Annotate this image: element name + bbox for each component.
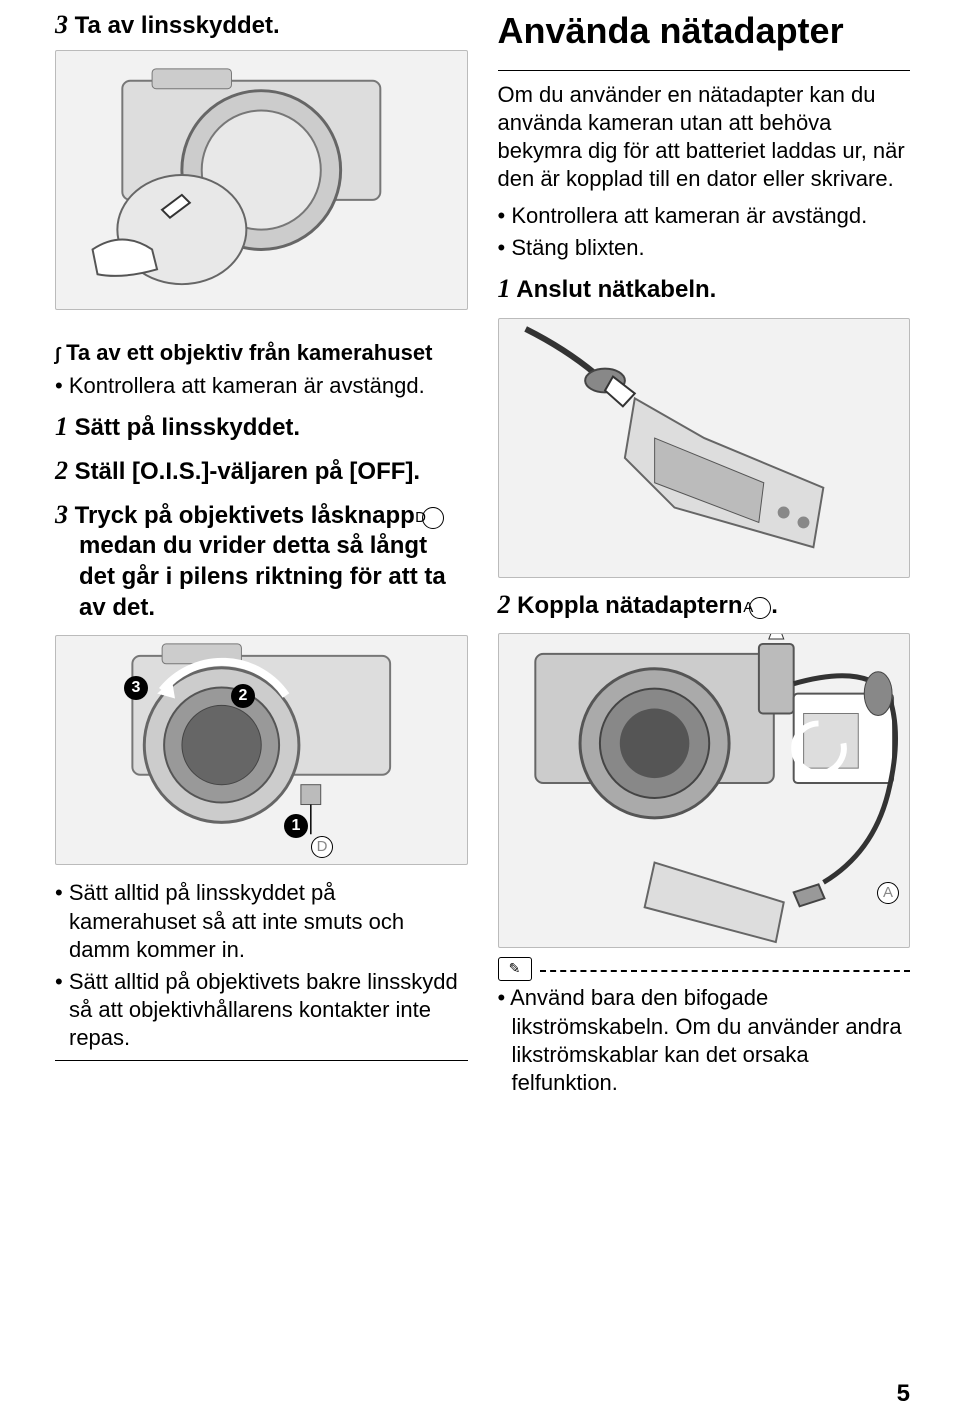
rule: [55, 1060, 468, 1061]
step-number: 2: [498, 590, 511, 619]
note-dc-cable: Använd bara den bifogade likströmskabeln…: [498, 984, 911, 1097]
tip-rearcap: Sätt alltid på objektivets bakre linssky…: [55, 968, 468, 1052]
step-text: Ställ [O.I.S.]-väljaren på [OFF].: [75, 458, 420, 485]
step-text-part1: Tryck på objektivets låsknapp: [75, 502, 422, 529]
page-number: 5: [897, 1380, 910, 1408]
removelens-step1: 1 Sätt på linsskyddet.: [55, 410, 468, 444]
illustration-power-adapter: [498, 318, 911, 578]
rule: [498, 70, 911, 71]
subsection-remove-lens: ∫ Ta av ett objektiv från kamerahuset: [55, 340, 468, 366]
illustration-remove-lenscap: [55, 50, 468, 310]
removelens-step2: 2 Ställ [O.I.S.]-väljaren på [OFF].: [55, 454, 468, 488]
bullet-check-off: Kontrollera att kameran är avstängd.: [55, 372, 468, 400]
step-text-part2: .: [771, 592, 778, 619]
letter-D-ref: D: [422, 507, 444, 529]
step-text: Sätt på linsskyddet.: [75, 414, 300, 441]
step-number: 1: [498, 274, 511, 303]
illustration-lens-release: 3 2 1 D: [55, 635, 468, 865]
step-number: 2: [55, 456, 68, 485]
square-bullet: ∫: [55, 344, 60, 364]
dashed-rule: [540, 970, 911, 972]
section-title-adapter: Använda nätadapter: [498, 10, 911, 52]
adapter-intro: Om du använder en nätadapter kan du anvä…: [498, 81, 911, 194]
illustration-connect-adapter: A: [498, 633, 911, 948]
bullet-close-flash: Stäng blixten.: [498, 234, 911, 262]
step-number: 1: [55, 412, 68, 441]
tip-lenscap: Sätt alltid på linsskyddet på kamerahuse…: [55, 879, 468, 963]
step-number: 3: [55, 10, 68, 39]
subsection-title: Ta av ett objektiv från kamerahuset: [66, 340, 432, 365]
letter-A-ref: A: [749, 597, 771, 619]
step-number: 3: [55, 500, 68, 529]
adapter-step2: 2 Koppla nätadaptern A.: [498, 588, 911, 622]
note-icon: ✎: [498, 957, 532, 981]
step3-heading: 3 Ta av linsskyddet.: [55, 10, 468, 40]
step-text-part1: Koppla nätadaptern: [517, 592, 749, 619]
step-text: Ta av linsskyddet.: [75, 12, 280, 39]
step-text-part2: medan du vrider detta så långt det går i…: [79, 532, 446, 620]
adapter-step1: 1 Anslut nätkabeln.: [498, 272, 911, 306]
bullet-camera-off: Kontrollera att kameran är avstängd.: [498, 202, 911, 230]
step-text: Anslut nätkabeln.: [516, 276, 716, 303]
removelens-step3: 3 Tryck på objektivets låsknapp D medan …: [55, 498, 468, 624]
